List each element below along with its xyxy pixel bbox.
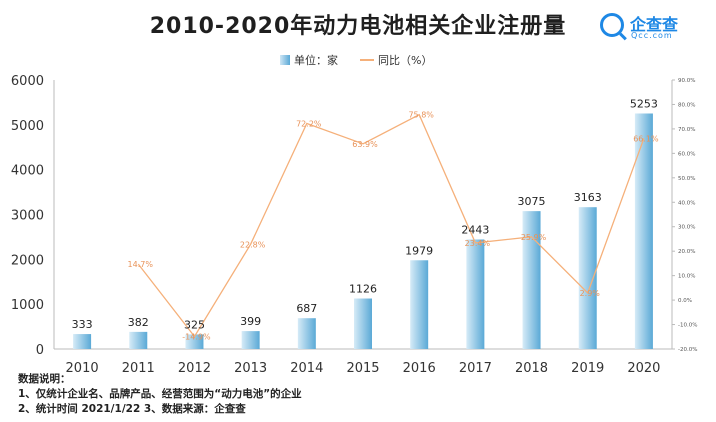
bar	[73, 334, 92, 349]
y-right-tick-label: 80.0%	[678, 102, 695, 108]
y-left-tick-label: 6000	[11, 74, 44, 89]
bar	[297, 318, 316, 349]
bar	[354, 298, 372, 349]
bar	[522, 211, 541, 349]
notes-line-1: 1、仅统计企业名、品牌产品、经营范围为“动力电池”的企业	[18, 388, 302, 400]
x-tick-label: 2018	[515, 361, 548, 376]
yoy-point-label: 63.9%	[352, 140, 378, 149]
notes-line-2: 2、统计时间 2021/1/22 3、数据来源：企查查	[18, 403, 246, 415]
y-right-tick-label: -20.0%	[678, 347, 697, 353]
yoy-point-label: -14.9%	[182, 333, 211, 342]
bar	[466, 239, 485, 349]
yoy-point-label: 25.9%	[521, 233, 547, 242]
bar-value-label: 333	[72, 318, 93, 331]
chart-legend: 单位：家 同比（%）	[280, 52, 432, 68]
bar	[129, 331, 148, 349]
bar	[185, 334, 204, 349]
bar	[241, 331, 260, 349]
x-tick-label: 2011	[122, 361, 155, 376]
y-right-tick-label: 10.0%	[678, 274, 695, 280]
x-tick-label: 2013	[234, 361, 267, 376]
bar-value-label: 1126	[349, 283, 377, 296]
y-left-tick-label: 0	[36, 343, 44, 358]
y-right-tick-label: 30.0%	[678, 225, 695, 231]
bar-value-label: 3075	[518, 195, 546, 208]
bar-value-label: 687	[296, 302, 317, 315]
y-left-tick-label: 1000	[11, 298, 44, 313]
bar-value-label: 399	[240, 315, 261, 328]
y-left-tick-label: 5000	[11, 119, 44, 134]
yoy-point-label: 75.8%	[408, 111, 434, 120]
legend-line-swatch	[360, 59, 374, 61]
bar-value-label: 325	[184, 318, 205, 331]
x-tick-label: 2017	[459, 361, 492, 376]
magnifier-icon	[600, 13, 624, 37]
notes-heading: 数据说明：	[18, 373, 71, 385]
yoy-point-label: 66.1%	[633, 134, 659, 143]
y-left-tick-label: 4000	[11, 164, 44, 179]
qcc-logo: 企查查 Qcc.com	[600, 10, 710, 46]
y-left-tick-label: 3000	[11, 209, 44, 224]
y-right-tick-label: 40.0%	[678, 200, 695, 206]
bar	[634, 113, 653, 349]
yoy-point-label: 23.4%	[465, 239, 491, 248]
x-tick-label: 2015	[346, 361, 379, 376]
yoy-point-label: 14.7%	[128, 260, 154, 269]
legend-bar-label: 单位：家	[294, 54, 338, 67]
yoy-point-label: 2.9%	[580, 289, 601, 298]
yoy-point-label: 72.2%	[296, 120, 322, 129]
bar	[410, 260, 429, 349]
legend-bar-swatch	[280, 55, 290, 65]
y-right-tick-label: 90.0%	[678, 78, 695, 84]
bar-value-label: 5253	[630, 97, 658, 110]
bar	[578, 207, 597, 349]
x-tick-label: 2014	[290, 361, 323, 376]
legend-line-label: 同比（%）	[378, 54, 433, 67]
y-right-tick-label: 70.0%	[678, 127, 695, 133]
bar-value-label: 2443	[461, 223, 489, 236]
x-tick-label: 2020	[627, 361, 660, 376]
bar-value-label: 3163	[574, 191, 602, 204]
data-notes: 数据说明： 1、仅统计企业名、品牌产品、经营范围为“动力电池”的企业 2、统计时…	[18, 372, 302, 417]
y-left-tick-label: 2000	[11, 253, 44, 268]
x-tick-label: 2019	[571, 361, 604, 376]
yoy-line	[137, 113, 645, 338]
y-right-tick-label: -10.0%	[678, 323, 697, 329]
y-right-tick-label: 60.0%	[678, 151, 695, 157]
yoy-point-label: 22.8%	[240, 240, 266, 249]
logo-name: 企查查	[630, 15, 679, 34]
logo-domain: Qcc.com	[631, 31, 673, 40]
y-right-tick-label: 0.0%	[678, 298, 692, 304]
y-right-tick-label: 50.0%	[678, 176, 695, 182]
x-tick-label: 2012	[178, 361, 211, 376]
x-tick-label: 2010	[66, 361, 99, 376]
bar-value-label: 382	[128, 316, 149, 329]
chart-title: 2010-2020年动力电池相关企业注册量	[149, 14, 567, 39]
y-right-tick-label: 20.0%	[678, 249, 695, 255]
x-tick-label: 2016	[403, 361, 436, 376]
bar-value-label: 1979	[405, 244, 433, 257]
